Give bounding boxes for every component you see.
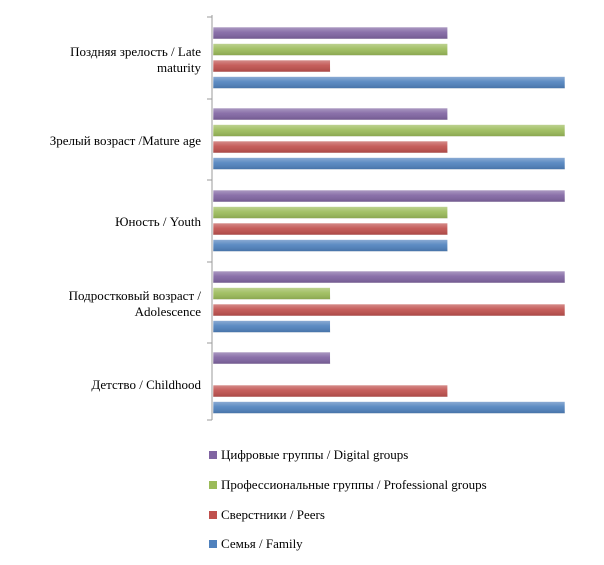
bar [212,320,331,333]
legend-swatch [209,540,217,548]
legend-label: Сверстники / Peers [221,507,325,522]
bar [212,124,566,137]
bar [212,351,331,365]
bar-sheen [213,206,448,219]
bar-sheen [213,27,448,39]
bar [212,270,566,284]
legend-item: Сверстники / Peers [209,507,325,522]
legend-item: Профессиональные группы / Professional g… [209,477,487,492]
bar [212,287,331,300]
bar-sheen [213,287,331,300]
legend-item: Семья / Family [209,536,303,551]
bar-sheen [213,271,565,283]
bar-sheen [213,124,565,137]
bar [212,140,448,154]
bar-sheen [213,320,331,333]
bar [212,206,448,219]
bar-sheen [213,60,331,72]
bar-sheen [213,43,448,56]
plot-area [207,15,566,421]
bar [212,239,448,252]
bar-sheen [213,401,565,414]
legend-swatch [209,481,217,489]
bar [212,107,448,121]
bar [212,43,448,56]
legend-label: Цифровые группы / Digital groups [221,447,408,462]
bar [212,189,566,203]
bar-sheen [213,223,448,235]
bar-sheen [213,76,565,89]
bar [212,303,566,317]
bar [212,222,448,236]
bar [212,157,566,170]
legend-label: Семья / Family [221,536,303,551]
bar [212,59,331,73]
bar [212,384,448,398]
bar [212,401,566,414]
legend-label: Профессиональные группы / Professional g… [221,477,487,492]
bar [212,76,566,89]
category-label: Поздняя зрелость / Late [70,44,201,59]
bar-sheen [213,239,448,252]
category-label: Зрелый возраст /Mature age [50,133,202,148]
category-label: Юность / Youth [115,214,201,229]
bar-sheen [213,190,565,202]
bar-sheen [213,304,565,316]
category-label: Подростковый возраст / [69,288,202,303]
category-label: maturity [157,60,202,75]
bar [212,26,448,40]
legend-swatch [209,511,217,519]
bar-sheen [213,157,565,170]
bar-sheen [213,385,448,397]
legend-swatch [209,451,217,459]
legend-item: Цифровые группы / Digital groups [209,447,408,462]
bar-sheen [213,141,448,153]
bar-sheen [213,108,448,120]
category-label: Детство / Childhood [91,377,201,392]
category-label: Adolescence [135,304,202,319]
bar-sheen [213,352,331,364]
legend: Цифровые группы / Digital groups Професси… [209,447,487,551]
